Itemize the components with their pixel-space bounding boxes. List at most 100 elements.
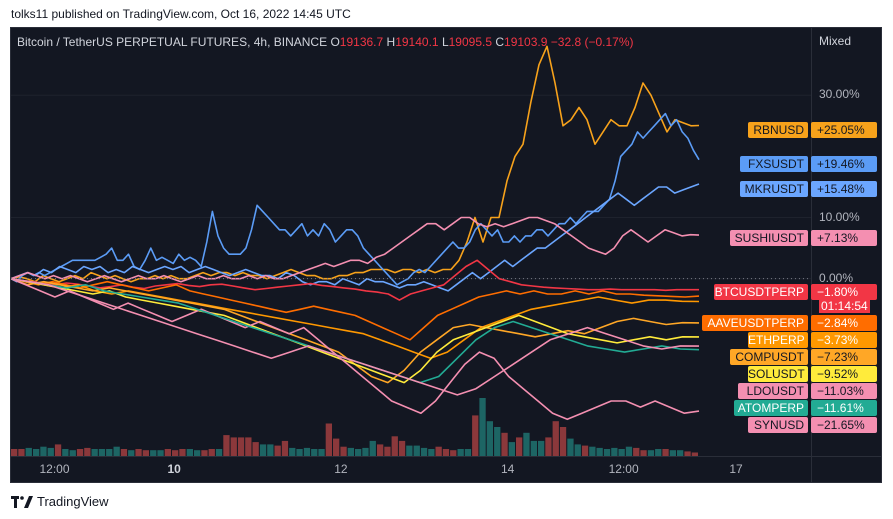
volume-bar: [691, 452, 698, 456]
volume-bar: [377, 444, 384, 456]
volume-bar: [318, 449, 325, 456]
legend-item-rbnusd: RBNUSD: [748, 122, 808, 138]
volume-bar: [40, 446, 47, 456]
value-tag-ldousdt: −11.03%: [811, 383, 877, 399]
volume-bar: [179, 449, 186, 456]
volume-bar: [596, 447, 603, 456]
volume-bar: [194, 450, 201, 456]
volume-bar: [625, 446, 633, 456]
time-axis-divider: [11, 456, 881, 457]
volume-bar: [325, 423, 332, 456]
volume-bar: [355, 449, 362, 456]
bar-countdown: 01:14:54: [819, 299, 870, 313]
time-axis-tick: 12: [334, 462, 348, 476]
series-line-fxsusdt: [11, 112, 700, 286]
legend-item-btcusdtperp: BTCUSDTPERP: [714, 284, 808, 300]
legend-item-fxsusdt: FXSUSDT: [740, 156, 808, 172]
volume-bar: [647, 450, 655, 456]
volume-bar: [150, 450, 157, 456]
volume-bar: [62, 449, 69, 456]
legend-item-ldousdt: LDOUSDT: [738, 383, 808, 399]
chart-plot[interactable]: [11, 28, 811, 456]
volume-bar: [215, 449, 223, 456]
volume-bar: [76, 449, 84, 456]
volume-bar: [91, 449, 98, 456]
price-axis-tick: 30.00%: [819, 87, 860, 102]
volume-bar: [464, 449, 472, 456]
volume-bar: [486, 421, 493, 456]
volume-bar: [230, 437, 237, 456]
publish-info: tolks11 published on TradingView.com, Oc…: [11, 7, 351, 21]
volume-bar: [501, 432, 508, 456]
volume-bar: [237, 437, 245, 456]
volume-bar: [120, 449, 128, 456]
volume-bar: [398, 440, 406, 456]
volume-bar: [142, 450, 149, 456]
series-line-solusdt: [11, 277, 700, 384]
scale-mode-label[interactable]: Mixed: [819, 34, 852, 48]
volume-bar: [223, 435, 230, 456]
value-tag-aaveusdtperp: −2.84%: [811, 315, 877, 331]
volume-bar: [684, 451, 691, 456]
footer-brand-text: TradingView: [37, 494, 109, 509]
volume-bar: [252, 442, 259, 456]
legend-item-sushiusdt: SUSHIUSDT: [730, 230, 808, 246]
volume-bar: [574, 444, 581, 456]
volume-bar: [33, 449, 40, 456]
volume-bar: [135, 449, 142, 456]
volume-bar: [69, 450, 76, 456]
volume-bar: [611, 447, 618, 456]
volume-bar: [157, 450, 164, 456]
value-tag-fxsusdt: +19.46%: [811, 156, 877, 172]
value-tag-ethperp: −3.73%: [811, 332, 877, 348]
volume-bar: [494, 427, 501, 456]
volume-bar: [384, 446, 391, 456]
volume-bars: [11, 398, 698, 456]
volume-bar: [406, 445, 413, 456]
volume-bar: [472, 415, 479, 456]
volume-bar: [450, 450, 457, 456]
price-axis-tick: 10.00%: [819, 209, 860, 224]
legend-item-solusdt: SOLUSDT: [748, 366, 808, 382]
volume-bar: [479, 398, 486, 456]
series-line-ethperp: [11, 277, 700, 360]
volume-bar: [98, 449, 106, 456]
volume-bar: [289, 447, 296, 456]
volume-bar: [274, 445, 281, 456]
volume-bar: [113, 446, 120, 456]
footer-brand[interactable]: TradingView: [11, 494, 109, 509]
time-axis-tick: 17: [729, 462, 743, 476]
value-tag-btcusdtperp: −1.80%: [811, 284, 877, 300]
volume-bar: [186, 449, 193, 456]
value-tag-rbnusd: +25.05%: [811, 122, 877, 138]
price-axis-divider: [811, 28, 812, 482]
volume-bar: [47, 447, 54, 456]
volume-bar: [603, 449, 611, 456]
series-line-ldousdt: [11, 277, 700, 421]
volume-bar: [296, 449, 303, 456]
volume-bar: [589, 446, 596, 456]
volume-bar: [311, 449, 318, 456]
volume-bar: [640, 450, 647, 456]
time-axis-tick: 12:00: [39, 462, 70, 476]
volume-bar: [413, 445, 420, 456]
value-tag-atomperp: −11.61%: [811, 400, 877, 416]
volume-bar: [259, 444, 267, 456]
volume-bar: [516, 437, 523, 456]
volume-bar: [340, 446, 347, 456]
volume-bar: [655, 449, 662, 456]
volume-bar: [128, 450, 135, 456]
volume-bar: [552, 421, 559, 456]
volume-bar: [633, 447, 640, 456]
volume-bar: [669, 450, 676, 456]
value-tag-sushiusdt: +7.13%: [811, 230, 877, 246]
volume-bar: [303, 447, 311, 456]
volume-bar: [362, 447, 369, 456]
volume-bar: [25, 447, 32, 456]
volume-bar: [618, 449, 625, 456]
volume-bar: [391, 436, 398, 456]
volume-bar: [172, 450, 179, 456]
time-axis-tick: 14: [500, 462, 515, 476]
volume-bar: [420, 447, 428, 456]
volume-bar: [545, 437, 552, 456]
